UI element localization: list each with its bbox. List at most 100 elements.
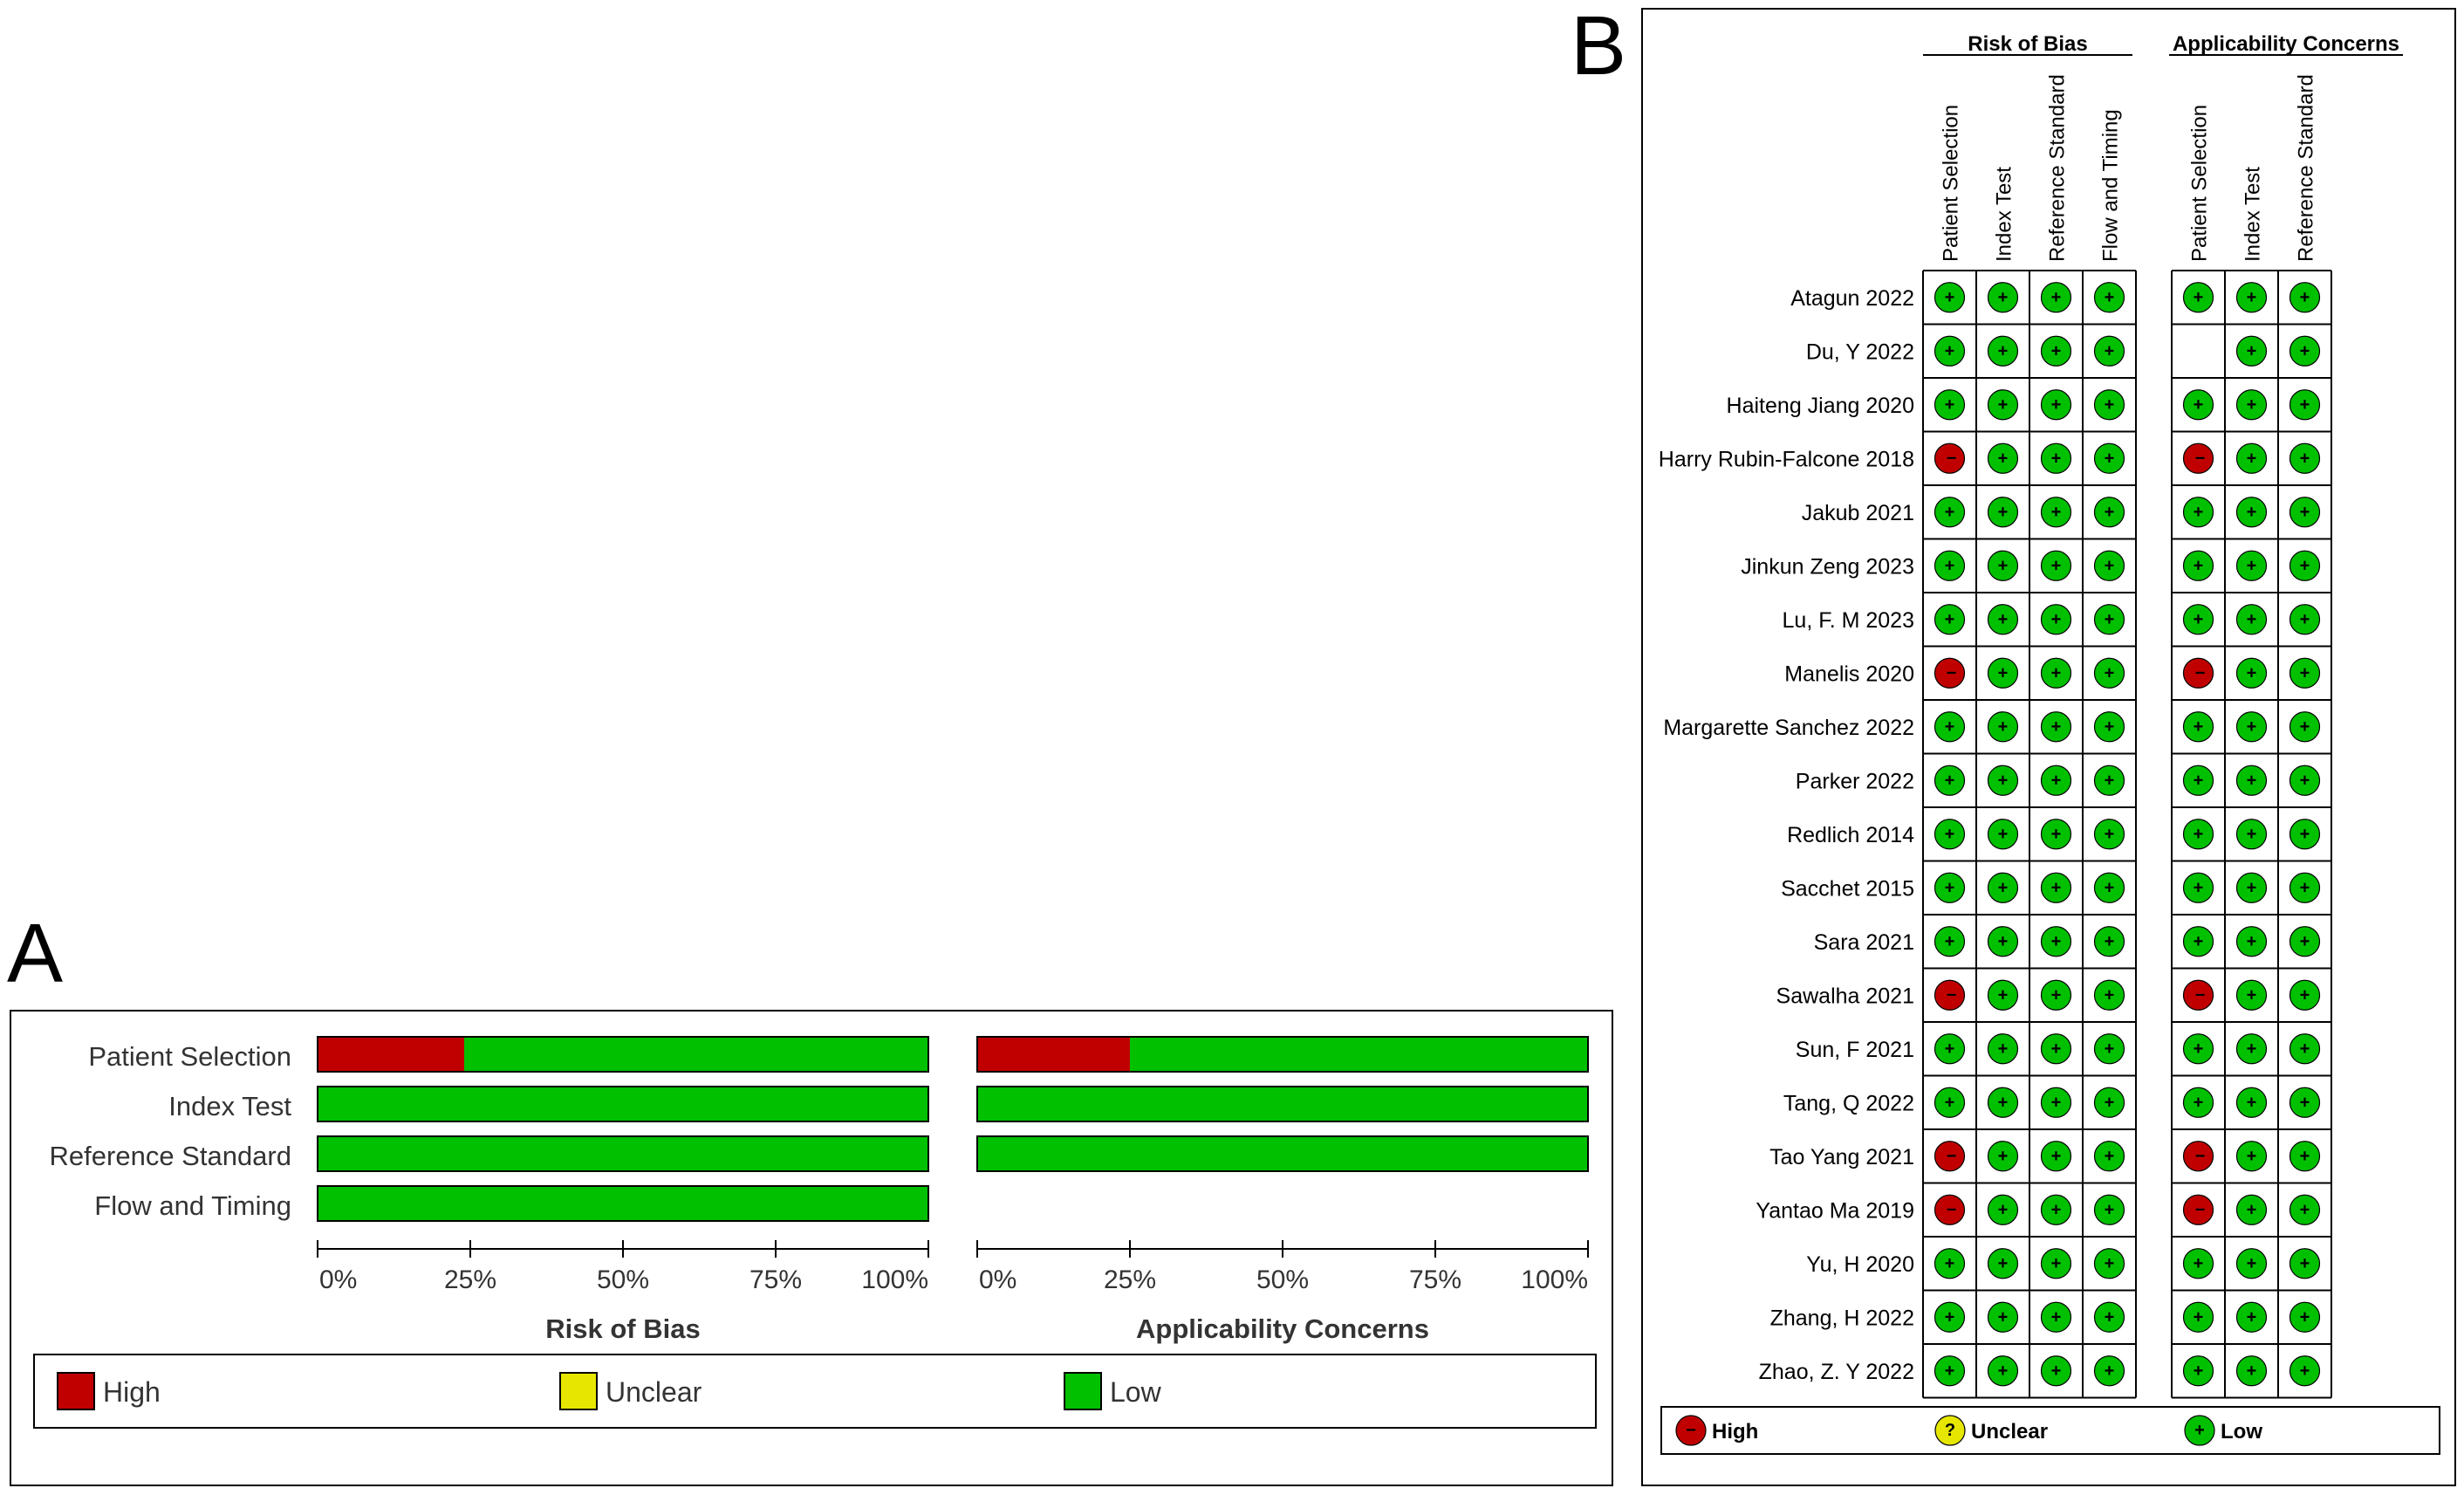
rating-symbol-low: + — [2194, 932, 2204, 951]
rating-dot-low — [2093, 765, 2125, 796]
panel-a-frame — [10, 1010, 1613, 1486]
rating-redlich-2014-col-1: + — [1987, 819, 2019, 850]
rating-dot-low — [2289, 1033, 2321, 1065]
rating-symbol-low: + — [1998, 1254, 2009, 1273]
rating-dot-low — [2040, 1141, 2072, 1172]
rating-dot-low — [1987, 1033, 2019, 1065]
rating-dot-low — [2093, 282, 2125, 313]
rating-symbol-low: + — [2247, 449, 2257, 468]
rating-symbol-low: + — [2300, 503, 2310, 522]
rating-symbol-high: − — [2195, 449, 2206, 468]
rating-symbol-low: + — [2051, 1093, 2062, 1112]
rating-dot-high — [2182, 657, 2214, 689]
rating-yu-h-2020-col-2: + — [2040, 1248, 2072, 1279]
rating-jinkun-zeng-2023-col-0: + — [1934, 550, 1966, 581]
rating-sacchet-2015-col-0: + — [1934, 872, 1966, 903]
rob-tick-label-2: 50% — [597, 1265, 649, 1294]
rating-sara-2021-col-0: + — [1934, 926, 1966, 957]
rating-redlich-2014-col-2: + — [2040, 819, 2072, 850]
rating-dot-low — [2182, 872, 2214, 903]
rating-dot-low — [1934, 1248, 1966, 1279]
rating-yu-h-2020-col-6: + — [2289, 1248, 2321, 1279]
study-label-parker-2022: Parker 2022 — [1796, 769, 1914, 793]
rating-jinkun-zeng-2023-col-1: + — [1987, 550, 2019, 581]
rating-atagun-2022-col-5: + — [2235, 282, 2268, 313]
rating-symbol-low: + — [2194, 771, 2204, 790]
rating-symbol-high: − — [2195, 1200, 2206, 1219]
panel-b: B Risk of Bias Applicability Concerns Patie… — [1571, 0, 2456, 1486]
rating-symbol-low: + — [2247, 610, 2257, 629]
rating-du-y-2022-col-6: + — [2289, 335, 2321, 367]
rating-dot-low — [2289, 389, 2321, 421]
ac-chart: 0% 25% 50% 75% 100% Applicability Concerns — [976, 1036, 1589, 1344]
rating-dot-low — [2182, 604, 2214, 635]
rating-dot-low — [2040, 604, 2072, 635]
rob-chart: 0% 25% 50% 75% 100% Risk of Bias — [317, 1036, 929, 1344]
rating-symbol-high: − — [1947, 1147, 1957, 1166]
ac-tick-label-4: 100% — [1521, 1265, 1588, 1294]
rating-parker-2022-col-2: + — [2040, 765, 2072, 796]
rating-tang-q-2022-col-2: + — [2040, 1087, 2072, 1118]
rating-dot-low — [2182, 1087, 2214, 1118]
rating-symbol-low: + — [2051, 1254, 2062, 1273]
rating-sacchet-2015-col-3: + — [2093, 872, 2125, 903]
rating-dot-low — [2235, 335, 2268, 367]
rating-symbol-low: + — [2051, 771, 2062, 790]
rating-symbol-low: + — [2300, 1039, 2310, 1059]
rating-symbol-low: + — [2300, 1147, 2310, 1166]
rating-dot-low — [1987, 1355, 2019, 1387]
rating-dot-low — [2182, 389, 2214, 421]
rating-symbol-high: − — [1947, 985, 1957, 1005]
rob-tick-label-0: 0% — [319, 1265, 357, 1294]
panel-b-frame — [1641, 8, 2456, 1486]
rating-dot-low — [2235, 550, 2268, 581]
rating-dot-low — [2093, 1087, 2125, 1118]
rating-symbol-low: + — [1998, 825, 2009, 844]
rating-lu-f-m-2023-col-3: + — [2093, 604, 2125, 635]
study-label-jinkun-zeng-2023: Jinkun Zeng 2023 — [1741, 554, 1914, 579]
rating-redlich-2014-col-5: + — [2235, 819, 2268, 850]
rating-dot-low — [2289, 1248, 2321, 1279]
rating-symbol-low: + — [2051, 663, 2062, 682]
rating-symbol-low: + — [2300, 1093, 2310, 1112]
rating-dot-low — [1934, 872, 1966, 903]
rob-tick-label-4: 100% — [861, 1265, 928, 1294]
rating-dot-low — [1987, 926, 2019, 957]
rating-harry-rubin-falcone-2018-col-1: + — [1987, 442, 2019, 474]
rating-symbol-low: + — [1945, 1039, 1955, 1059]
rating-dot-low — [2093, 1248, 2125, 1279]
panel-a-legend-frame — [33, 1354, 1597, 1429]
rating-yantao-ma-2019-col-1: + — [1987, 1194, 2019, 1225]
rating-harry-rubin-falcone-2018-col-3: + — [2093, 442, 2125, 474]
rating-yu-h-2020-col-4: + — [2182, 1248, 2214, 1279]
rating-dot-low — [2040, 550, 2072, 581]
rating-symbol-low: + — [2105, 932, 2115, 951]
rating-dot-low — [2289, 926, 2321, 957]
rating-jinkun-zeng-2023-col-4: + — [2182, 550, 2214, 581]
rating-symbol-low: + — [2300, 663, 2310, 682]
legend-b-symbol-low: + — [2194, 1421, 2205, 1440]
ac-bar-outline-index-test — [976, 1086, 1589, 1122]
rating-tao-yang-2021-col-1: + — [1987, 1141, 2019, 1172]
rating-symbol-low: + — [2247, 985, 2257, 1005]
rating-dot-low — [2040, 389, 2072, 421]
rating-sun-f-2021-col-3: + — [2093, 1033, 2125, 1065]
rating-haiteng-jiang-2020-col-1: + — [1987, 389, 2019, 421]
rating-zhao-z-y-2022-col-4: + — [2182, 1355, 2214, 1387]
rating-dot-low — [2289, 604, 2321, 635]
rating-symbol-low: + — [2247, 395, 2257, 415]
rating-symbol-low: + — [2194, 717, 2204, 737]
legend-b-symbol-unclear: ? — [1945, 1421, 1955, 1440]
rating-tao-yang-2021-col-5: + — [2235, 1141, 2268, 1172]
rating-symbol-low: + — [2051, 556, 2062, 575]
rating-dot-low — [2235, 1194, 2268, 1225]
rating-sara-2021-col-2: + — [2040, 926, 2072, 957]
rating-dot-low — [1934, 765, 1966, 796]
ac-tick-label-1: 25% — [1104, 1265, 1156, 1294]
rating-dot-low — [2289, 1087, 2321, 1118]
rating-zhang-h-2022-col-1: + — [1987, 1301, 2019, 1333]
rating-dot-low — [2235, 657, 2268, 689]
rating-zhao-z-y-2022-col-3: + — [2093, 1355, 2125, 1387]
rating-dot-low — [1934, 1033, 1966, 1065]
rating-yu-h-2020-col-5: + — [2235, 1248, 2268, 1279]
